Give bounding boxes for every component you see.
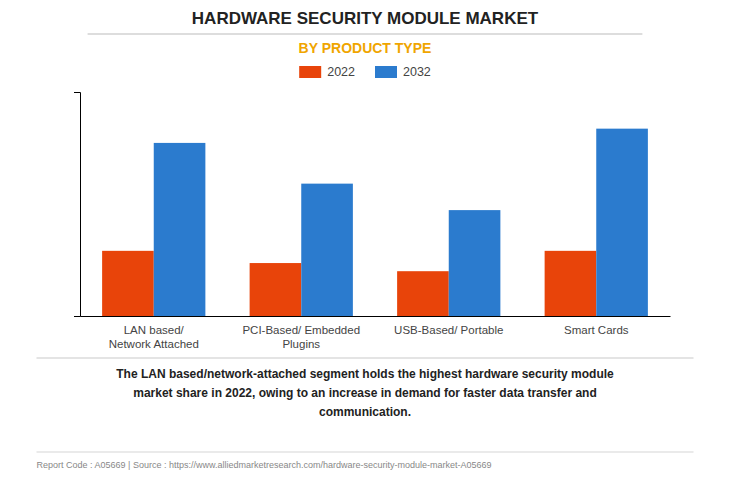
- legend-swatch: [299, 66, 321, 78]
- subtitle: BY PRODUCT TYPE: [299, 40, 432, 56]
- bar: [596, 129, 648, 316]
- separator: [88, 34, 643, 35]
- title: HARDWARE SECURITY MODULE MARKET: [192, 9, 539, 28]
- bar: [449, 210, 501, 316]
- separator: [37, 452, 694, 453]
- x-axis: LAN based/Network Attached PCI-Based/ Emb…: [81, 316, 671, 350]
- y-axis-line: [74, 93, 81, 317]
- x-tick-label: LAN based/Network Attached: [109, 324, 199, 350]
- legend-label: 2022: [327, 65, 355, 79]
- x-tick-label: USB-Based/ Portable: [394, 324, 503, 336]
- footer: Report Code : A05669 | Source : https://…: [37, 460, 492, 470]
- legend-swatch: [375, 66, 397, 78]
- legend-item: 2022: [299, 65, 355, 79]
- chart: HARDWARE SECURITY MODULE MARKET BY PRODUC…: [0, 0, 730, 493]
- x-tick-label: PCI-Based/ EmbeddedPlugins: [242, 324, 360, 350]
- legend-label: 2032: [403, 65, 431, 79]
- bar: [545, 251, 597, 316]
- x-tick: USB-Based/ Portable: [394, 316, 503, 336]
- bar: [301, 184, 353, 316]
- y-axis: [74, 93, 81, 317]
- x-tick: Smart Cards: [564, 316, 629, 336]
- bar: [102, 251, 154, 316]
- bar: [397, 271, 449, 316]
- x-tick: PCI-Based/ EmbeddedPlugins: [242, 316, 360, 350]
- x-tick: LAN based/Network Attached: [109, 316, 199, 350]
- legend-item: 2032: [375, 65, 431, 79]
- x-axis-line: [81, 316, 671, 317]
- x-tick-label: Smart Cards: [564, 324, 629, 336]
- bar: [154, 143, 206, 316]
- bar-series: [154, 129, 648, 316]
- separator: [37, 358, 694, 359]
- bar: [250, 263, 302, 316]
- legend: 2022 2032: [299, 65, 431, 79]
- bars: [102, 129, 648, 316]
- annotation: The LAN based/network-attached segment h…: [116, 367, 614, 419]
